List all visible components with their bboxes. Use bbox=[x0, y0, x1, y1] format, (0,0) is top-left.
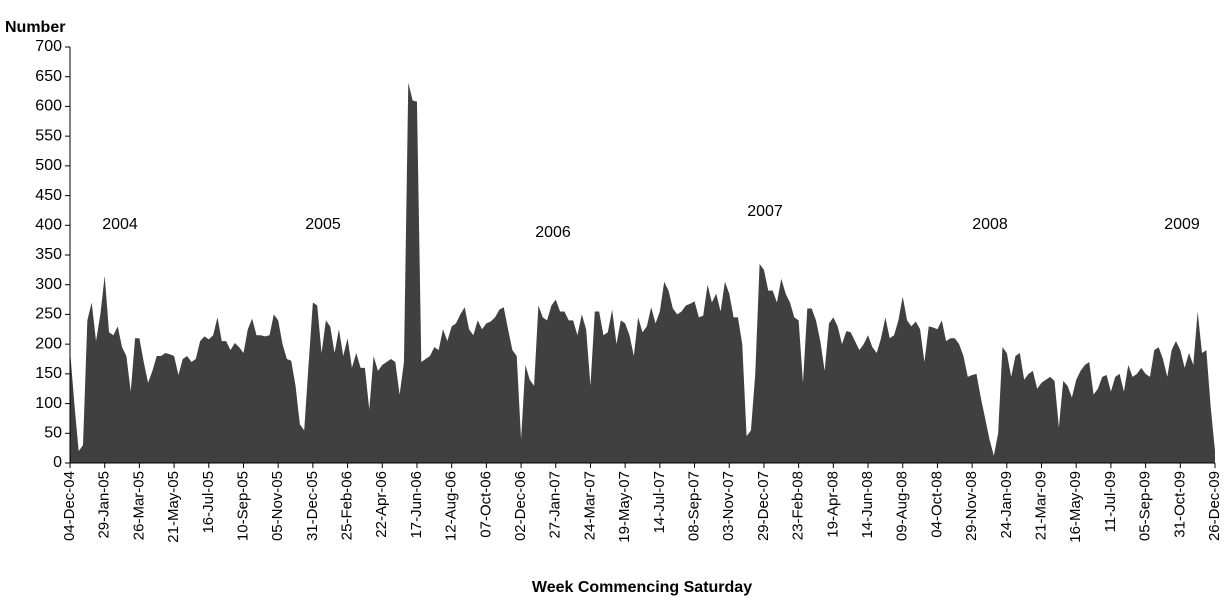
y-tick-label: 100 bbox=[35, 395, 62, 412]
x-tick-label: 27-Jan-07 bbox=[547, 471, 564, 539]
annotation-bg bbox=[513, 220, 593, 246]
x-tick-label: 14-Jun-08 bbox=[859, 471, 876, 539]
annotation: 2005 bbox=[305, 216, 341, 233]
annotation: 2004 bbox=[102, 216, 138, 233]
x-tick-label: 12-Aug-06 bbox=[443, 471, 460, 541]
x-tick-label: 29-Dec-07 bbox=[755, 471, 772, 541]
y-tick-label: 550 bbox=[35, 127, 62, 144]
y-tick-label: 500 bbox=[35, 157, 62, 174]
x-tick-label: 26-Dec-09 bbox=[1206, 471, 1223, 541]
y-tick-label: 200 bbox=[35, 335, 62, 352]
x-tick-label: 14-Jul-07 bbox=[651, 471, 668, 534]
x-tick-label: 04-Dec-04 bbox=[61, 471, 78, 541]
x-tick-label: 05-Sep-09 bbox=[1137, 471, 1154, 541]
x-tick-label: 03-Nov-07 bbox=[720, 471, 737, 541]
x-tick-label: 26-Mar-05 bbox=[130, 471, 147, 540]
x-tick-label: 16-May-09 bbox=[1067, 471, 1084, 543]
x-tick-label: 25-Feb-06 bbox=[339, 471, 356, 540]
x-tick-label: 24-Mar-07 bbox=[581, 471, 598, 540]
x-tick-label: 31-Oct-09 bbox=[1171, 471, 1188, 538]
x-tick-label: 22-Apr-06 bbox=[373, 471, 390, 538]
x-tick-label: 08-Sep-07 bbox=[686, 471, 703, 541]
x-tick-label: 23-Feb-08 bbox=[790, 471, 807, 540]
x-tick-label: 16-Jul-05 bbox=[200, 471, 217, 534]
x-tick-label: 29-Nov-08 bbox=[963, 471, 980, 541]
area bbox=[70, 82, 1215, 464]
y-axis-label: Number bbox=[5, 19, 65, 36]
x-tick-label: 02-Dec-06 bbox=[512, 471, 529, 541]
y-tick-label: 350 bbox=[35, 246, 62, 263]
x-tick-label: 21-Mar-09 bbox=[1032, 471, 1049, 540]
y-tick-label: 600 bbox=[35, 98, 62, 115]
y-tick-label: 0 bbox=[53, 454, 62, 471]
x-tick-label: 29-Jan-05 bbox=[96, 471, 113, 539]
x-tick-label: 17-Jun-06 bbox=[408, 471, 425, 539]
y-tick-label: 650 bbox=[35, 68, 62, 85]
y-tick-label: 450 bbox=[35, 187, 62, 204]
y-tick-label: 150 bbox=[35, 365, 62, 382]
annotation: 2007 bbox=[747, 203, 783, 220]
x-tick-label: 11-Jul-09 bbox=[1102, 471, 1119, 532]
x-tick-label: 24-Jan-09 bbox=[998, 471, 1015, 539]
x-tick-label: 07-Oct-06 bbox=[477, 471, 494, 538]
x-tick-label: 19-May-07 bbox=[616, 471, 633, 543]
x-tick-label: 21-May-05 bbox=[165, 471, 182, 543]
y-tick-label: 700 bbox=[35, 38, 62, 55]
x-tick-label: 05-Nov-05 bbox=[269, 471, 286, 541]
annotation: 2006 bbox=[535, 224, 571, 241]
x-tick-label: 09-Aug-08 bbox=[894, 471, 911, 541]
y-tick-label: 250 bbox=[35, 306, 62, 323]
x-tick-label: 31-Dec-05 bbox=[304, 471, 321, 541]
x-tick-label: 04-Oct-08 bbox=[928, 471, 945, 538]
y-tick-label: 400 bbox=[35, 217, 62, 234]
annotation: 2008 bbox=[972, 216, 1008, 233]
x-axis-label: Week Commencing Saturday bbox=[532, 579, 752, 596]
y-tick-label: 50 bbox=[44, 425, 62, 442]
y-tick-label: 300 bbox=[35, 276, 62, 293]
x-tick-label: 19-Apr-08 bbox=[824, 471, 841, 538]
annotation: 2009 bbox=[1164, 216, 1200, 233]
x-tick-label: 10-Sep-05 bbox=[234, 471, 251, 541]
